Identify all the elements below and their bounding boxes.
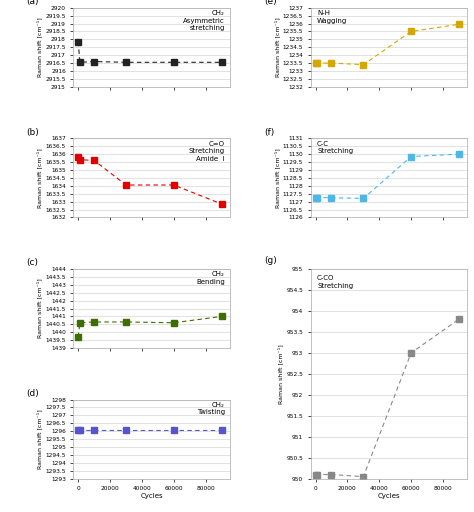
X-axis label: Cycles: Cycles	[140, 493, 163, 499]
Text: CH₂
Twisting: CH₂ Twisting	[197, 402, 225, 415]
Text: C=O
Stretching
Amide  I: C=O Stretching Amide I	[189, 141, 225, 162]
Text: (b): (b)	[27, 127, 39, 137]
Y-axis label: Raman shift [cm⁻¹]: Raman shift [cm⁻¹]	[278, 344, 283, 403]
Text: (c): (c)	[27, 259, 39, 267]
Text: CH₂
Bending: CH₂ Bending	[196, 271, 225, 285]
Y-axis label: Raman shift [cm⁻¹]: Raman shift [cm⁻¹]	[37, 409, 43, 469]
Y-axis label: Raman shift [cm⁻¹]: Raman shift [cm⁻¹]	[37, 279, 43, 338]
Text: C-CO
Stretching: C-CO Stretching	[317, 275, 353, 289]
Y-axis label: Raman shift [cm⁻¹]: Raman shift [cm⁻¹]	[274, 148, 280, 208]
Text: C-C
Stretching: C-C Stretching	[317, 141, 353, 154]
Text: CH₂
Asymmetric
stretching: CH₂ Asymmetric stretching	[183, 10, 225, 31]
Text: N-H
Wagging: N-H Wagging	[317, 10, 347, 24]
Text: (g): (g)	[264, 255, 277, 265]
Y-axis label: Raman shift [cm⁻¹]: Raman shift [cm⁻¹]	[37, 148, 43, 208]
X-axis label: Cycles: Cycles	[377, 493, 400, 499]
Y-axis label: Raman shift [cm⁻¹]: Raman shift [cm⁻¹]	[37, 17, 43, 77]
Text: (d): (d)	[27, 389, 39, 398]
Y-axis label: Raman shift [cm⁻¹]: Raman shift [cm⁻¹]	[274, 17, 280, 77]
Text: (a): (a)	[27, 0, 39, 6]
Text: (e): (e)	[264, 0, 276, 6]
Text: (f): (f)	[264, 127, 274, 137]
